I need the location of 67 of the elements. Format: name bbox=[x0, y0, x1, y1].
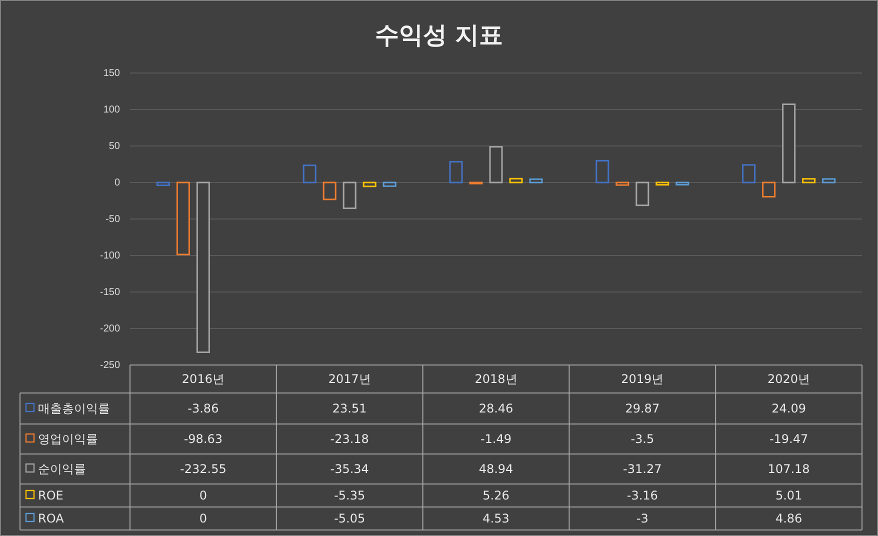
data-label: 5.01 bbox=[775, 488, 802, 502]
data-label: -232.55 bbox=[180, 462, 226, 476]
data-label: 48.94 bbox=[478, 462, 514, 476]
data-label: 4.86 bbox=[775, 512, 802, 526]
x-tick-label: 2019년 bbox=[621, 372, 664, 386]
data-label: 4.53 bbox=[482, 512, 510, 526]
legend-label: ROA bbox=[38, 512, 65, 526]
data-label: 29.87 bbox=[625, 402, 660, 416]
data-label: 24.09 bbox=[772, 402, 806, 416]
data-label: 0 bbox=[199, 488, 208, 502]
bar bbox=[302, 164, 316, 184]
legend-label: ROE bbox=[38, 488, 64, 502]
bar bbox=[449, 160, 463, 184]
data-label: -5.05 bbox=[334, 512, 366, 526]
x-tick-label: 2018년 bbox=[474, 372, 518, 386]
data-label: -3.86 bbox=[188, 402, 219, 416]
y-tick-label: 0 bbox=[114, 178, 120, 189]
bar bbox=[762, 182, 776, 198]
data-label: -35.34 bbox=[330, 462, 369, 476]
bar bbox=[676, 182, 690, 186]
y-tick-label: 100 bbox=[103, 104, 120, 116]
data-label: 107.18 bbox=[768, 462, 810, 476]
bar bbox=[656, 182, 670, 186]
bar bbox=[636, 182, 650, 206]
bar bbox=[196, 182, 210, 354]
data-label: -31.27 bbox=[623, 462, 662, 476]
data-label: -98.63 bbox=[184, 432, 223, 446]
y-tick-label: -100 bbox=[100, 250, 120, 262]
bar bbox=[489, 146, 503, 184]
bar bbox=[529, 178, 543, 184]
bar bbox=[156, 182, 170, 186]
bar bbox=[342, 182, 356, 210]
bar bbox=[362, 182, 376, 188]
x-tick-label: 2020년 bbox=[768, 372, 810, 386]
chart-title: 수익성 지표 bbox=[374, 21, 504, 49]
bar bbox=[509, 178, 523, 184]
data-label: 5.26 bbox=[482, 488, 510, 502]
bar bbox=[802, 178, 816, 184]
data-label: -3.5 bbox=[630, 432, 654, 446]
bar bbox=[742, 164, 756, 184]
legend-label: 영업이익률 bbox=[38, 432, 98, 446]
data-label: 28.46 bbox=[478, 402, 514, 416]
data-label: -5.35 bbox=[334, 488, 366, 502]
data-label: 0 bbox=[199, 512, 208, 526]
y-tick-label: 150 bbox=[103, 68, 120, 80]
data-label: -3.16 bbox=[626, 488, 658, 502]
bar bbox=[322, 182, 336, 200]
bar bbox=[616, 182, 630, 186]
bar bbox=[596, 160, 610, 184]
bar bbox=[822, 178, 836, 184]
y-tick-label: -250 bbox=[100, 360, 120, 372]
bar bbox=[782, 104, 796, 184]
data-label: -19.47 bbox=[769, 432, 808, 446]
y-tick-label: -150 bbox=[100, 287, 120, 298]
y-tick-label: -200 bbox=[100, 324, 120, 335]
bar bbox=[176, 182, 190, 256]
y-tick-label: -50 bbox=[106, 214, 120, 226]
x-tick-label: 2016년 bbox=[182, 372, 224, 386]
x-tick-label: 2017년 bbox=[328, 372, 371, 386]
data-label: -3 bbox=[636, 512, 648, 526]
data-label: -23.18 bbox=[330, 432, 369, 446]
bar bbox=[382, 182, 396, 187]
legend-label: 순이익률 bbox=[38, 462, 86, 476]
data-label: 23.51 bbox=[332, 402, 367, 416]
legend-label: 매출총이익률 bbox=[38, 402, 110, 416]
y-tick-label: 50 bbox=[108, 141, 120, 152]
data-label: -1.49 bbox=[480, 432, 512, 446]
